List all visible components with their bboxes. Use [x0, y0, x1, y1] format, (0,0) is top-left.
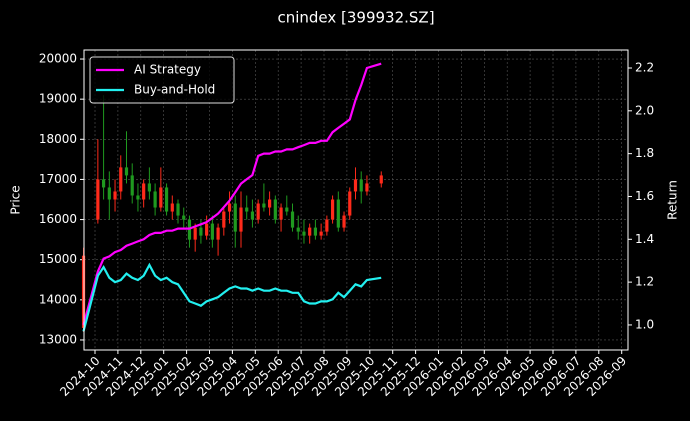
y2-tick-label: 2.0 [635, 103, 654, 117]
candle-body [359, 179, 363, 192]
candle-body [342, 215, 346, 228]
candle-body [164, 187, 169, 212]
candle-body [205, 223, 209, 236]
y2-tick-label: 1.4 [635, 232, 654, 246]
candle-body [353, 179, 358, 192]
candle-body [336, 199, 340, 228]
candle-body [153, 191, 157, 208]
candle-body [199, 227, 203, 236]
candle-body [136, 195, 140, 200]
y2-tick-label: 1.6 [635, 189, 654, 203]
candle-body [302, 231, 306, 236]
candle-body [245, 207, 249, 212]
candle-body [113, 191, 117, 200]
candle-body [330, 199, 335, 220]
candle-body [268, 199, 272, 208]
candle-body [262, 203, 266, 208]
series-line [82, 62, 382, 326]
candle-body [348, 191, 352, 216]
candle-body [290, 211, 295, 228]
candle-body [279, 207, 283, 220]
candle-body [296, 227, 300, 232]
y-tick-label: 14000 [39, 292, 77, 306]
y-tick-label: 19000 [39, 92, 77, 106]
candle-body [239, 207, 243, 232]
y-tick-label: 17000 [39, 172, 77, 186]
series-line [82, 262, 382, 332]
candle-body [119, 167, 123, 192]
legend-label: Buy-and-Hold [134, 83, 215, 97]
y2-tick-label: 1.8 [635, 146, 654, 160]
candle-body [101, 179, 106, 188]
candle-body [216, 227, 220, 240]
candle-body [227, 203, 232, 212]
candle-body [107, 187, 111, 200]
y-tick-label: 20000 [39, 52, 77, 66]
candle-body [96, 179, 100, 220]
candle-body [325, 219, 329, 232]
candle-body [285, 207, 289, 212]
y-tick-label: 15000 [39, 252, 77, 266]
plot-frame [83, 49, 629, 351]
candle-body [210, 223, 214, 240]
y-tick-label: 18000 [39, 132, 77, 146]
legend-label: AI Strategy [134, 63, 201, 77]
candle-body [193, 227, 197, 240]
y-tick-label: 16000 [39, 212, 77, 226]
y2-tick-label: 1.2 [635, 275, 654, 289]
candle-body [379, 175, 383, 184]
candle-body [176, 203, 180, 216]
candle-body [182, 215, 186, 220]
candle-body [256, 203, 260, 220]
y2-tick-label: 2.2 [635, 60, 654, 74]
candle-body [250, 211, 255, 220]
candle-body [142, 183, 146, 200]
candle-body [308, 227, 312, 236]
candle-body [319, 231, 323, 236]
candle-body [273, 199, 277, 220]
y-axis-label: Price [9, 185, 23, 214]
candle-body [365, 183, 369, 192]
candle-body [159, 187, 163, 208]
candle-body [130, 175, 134, 196]
y2-tick-label: 1.0 [635, 317, 654, 331]
y2-axis-label: Return [666, 180, 680, 220]
candle-body [124, 167, 129, 176]
candle-body [233, 203, 237, 232]
candle-body [147, 183, 151, 192]
candle-body [222, 211, 226, 228]
legend-box [89, 56, 235, 104]
y-tick-label: 13000 [39, 332, 77, 346]
candle-body [170, 203, 174, 212]
chart-title: cnindex [399932.SZ] [277, 9, 434, 27]
candle-body [313, 227, 318, 236]
